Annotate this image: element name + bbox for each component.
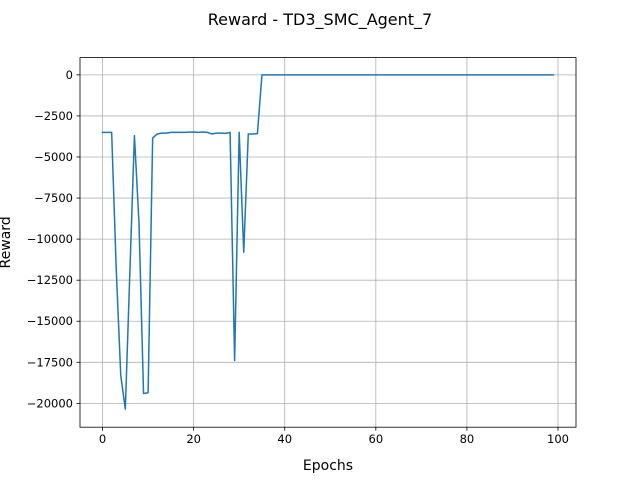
x-tick-label: 60 xyxy=(369,432,384,446)
x-tick-label: 0 xyxy=(99,432,106,446)
y-tick-label: 0 xyxy=(66,68,73,82)
x-tick-label: 40 xyxy=(277,432,292,446)
series-layer xyxy=(101,74,555,410)
grid-lines xyxy=(80,57,576,428)
y-tick-label: −5000 xyxy=(34,150,73,164)
x-axis-label: Epochs xyxy=(303,458,353,474)
chart-title: Reward - TD3_SMC_Agent_7 xyxy=(208,10,432,30)
plot-frame xyxy=(79,57,577,428)
y-tick-label: −17500 xyxy=(27,355,73,369)
y-axis-label: Reward xyxy=(0,216,14,268)
y-tick-label: −20000 xyxy=(27,396,73,410)
y-tick-label: −10000 xyxy=(27,232,73,246)
x-tick-label: 20 xyxy=(186,432,201,446)
y-tick-label: −7500 xyxy=(34,191,73,205)
y-tick-label: −2500 xyxy=(34,109,73,123)
y-axis-ticks: 0 −2500 −5000 −7500 −10000 −12500 −15000 −17500… xyxy=(27,68,80,410)
x-axis-ticks: 0 20 40 60 80 100 xyxy=(99,427,569,446)
y-tick-label: −15000 xyxy=(27,314,73,328)
x-tick-label: 80 xyxy=(460,432,475,446)
x-tick-label: 100 xyxy=(547,432,569,446)
y-tick-label: −12500 xyxy=(27,273,73,287)
reward-series-line xyxy=(101,74,555,410)
